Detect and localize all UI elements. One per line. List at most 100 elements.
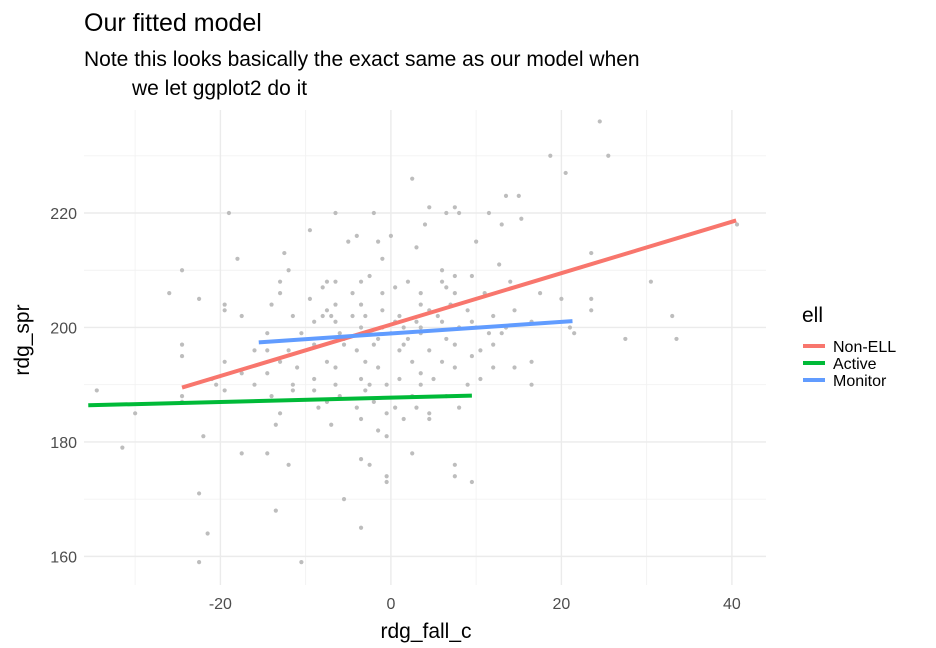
data-point <box>333 382 338 387</box>
data-point <box>405 336 411 342</box>
data-point <box>401 342 406 347</box>
x-axis-ticks: -20 0 20 40 <box>209 596 741 613</box>
data-point <box>94 388 99 393</box>
data-point <box>290 313 295 319</box>
data-point <box>435 313 440 319</box>
data-point <box>333 319 338 324</box>
data-point <box>320 285 325 290</box>
data-point <box>273 508 278 513</box>
data-point <box>358 456 364 462</box>
data-point <box>397 348 402 353</box>
data-point <box>265 451 270 456</box>
data-point <box>371 210 376 216</box>
data-point <box>226 210 232 216</box>
data-point <box>312 388 317 393</box>
data-point <box>214 382 219 387</box>
data-point <box>589 296 594 301</box>
data-point <box>269 394 274 399</box>
data-point <box>469 319 474 324</box>
data-point <box>427 411 432 416</box>
data-point <box>196 560 202 565</box>
chart-subtitle-line-1: Note this looks basically the exact same… <box>84 48 640 71</box>
data-point <box>452 365 457 370</box>
data-point <box>418 325 423 330</box>
data-point <box>410 359 415 364</box>
legend-title: ell <box>802 304 823 327</box>
data-point <box>439 319 445 324</box>
data-point <box>670 313 675 319</box>
data-point <box>384 382 389 387</box>
data-point <box>265 348 270 353</box>
data-point <box>376 239 381 244</box>
data-point <box>439 279 445 284</box>
data-point <box>196 296 202 301</box>
data-point <box>350 291 355 296</box>
data-point <box>491 365 496 370</box>
data-point <box>444 336 449 342</box>
plot-area <box>84 110 766 585</box>
data-point <box>512 308 517 313</box>
data-point <box>491 342 496 347</box>
data-point <box>388 233 393 239</box>
data-point <box>354 405 359 410</box>
data-point <box>329 422 334 427</box>
x-tick-label: 40 <box>723 596 741 613</box>
data-point <box>222 388 227 393</box>
data-point <box>320 313 325 319</box>
data-point <box>384 411 389 416</box>
data-point <box>358 525 364 530</box>
y-tick-label: 180 <box>50 435 77 452</box>
data-point <box>674 336 679 342</box>
data-point <box>439 359 445 364</box>
data-point <box>431 376 436 382</box>
legend-label-active: Active <box>833 356 877 373</box>
data-point <box>299 560 304 565</box>
data-point <box>196 491 202 496</box>
data-point <box>341 342 347 347</box>
data-point <box>469 273 474 279</box>
data-point <box>384 474 389 479</box>
data-point <box>363 313 368 319</box>
data-point <box>606 153 611 158</box>
data-point <box>499 331 504 336</box>
legend-label-non-ell: Non-ELL <box>833 339 896 356</box>
data-point <box>324 279 330 284</box>
data-point <box>380 256 385 261</box>
data-point <box>401 325 406 330</box>
data-point <box>341 497 347 502</box>
data-point <box>563 170 568 176</box>
data-point <box>397 376 402 382</box>
data-point <box>290 388 295 393</box>
data-point <box>290 382 295 387</box>
data-point <box>452 291 457 296</box>
data-point <box>418 291 423 296</box>
chart-subtitle-line-2: we let ggplot2 do it <box>131 77 307 100</box>
data-point <box>346 239 351 244</box>
data-point <box>410 451 415 456</box>
data-point <box>239 371 244 376</box>
data-point <box>414 319 419 324</box>
data-point <box>418 371 423 376</box>
data-point <box>465 382 470 387</box>
data-point <box>469 479 474 485</box>
data-point <box>333 210 338 216</box>
data-point <box>307 228 313 233</box>
data-point <box>133 411 138 416</box>
data-point <box>179 394 185 399</box>
fit-line-monitor <box>258 319 573 345</box>
data-point <box>410 176 415 181</box>
data-point <box>312 376 317 382</box>
data-point <box>252 382 257 387</box>
data-point <box>559 296 564 301</box>
data-point <box>486 210 492 216</box>
data-point <box>376 365 381 370</box>
data-point <box>265 371 270 376</box>
data-point <box>277 291 283 296</box>
fit-line-non-ell <box>181 218 737 390</box>
y-tick-label: 160 <box>50 549 77 566</box>
data-point <box>529 382 534 387</box>
data-point <box>329 313 334 319</box>
data-point <box>282 250 287 256</box>
data-point <box>478 376 483 382</box>
data-point <box>397 313 402 319</box>
